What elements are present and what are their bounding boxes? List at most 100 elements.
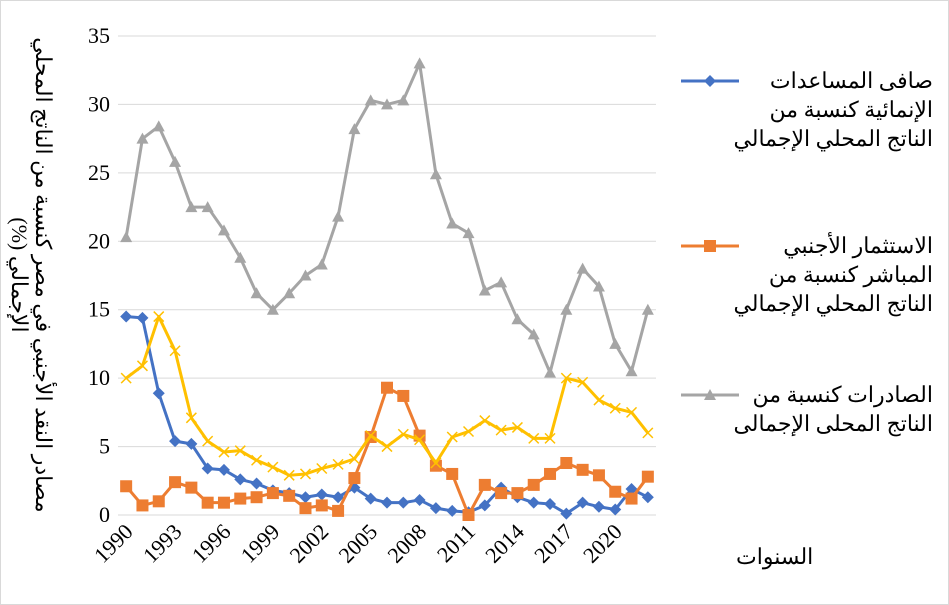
marker [332,210,345,222]
marker [626,406,638,418]
marker [397,496,410,509]
marker [704,389,716,400]
marker [152,495,165,508]
marker [153,311,165,323]
marker [299,491,312,504]
x-tick-label: 2008 [382,519,431,568]
x-tick-label: 2002 [285,519,334,568]
marker [185,437,198,450]
marker [315,488,328,501]
marker [201,496,214,509]
marker [283,469,295,481]
marker [625,365,638,377]
marker [576,496,589,509]
marker [592,469,605,482]
marker [609,503,622,516]
marker [217,224,230,236]
x-tick-label: 1993 [138,519,187,568]
marker [544,498,557,511]
marker [169,155,182,167]
marker [577,376,589,388]
marker [560,456,573,469]
marker [120,231,133,243]
marker [593,394,605,406]
series-line [125,386,650,517]
marker [446,431,458,443]
marker [251,454,263,466]
marker [609,485,622,498]
marker [234,251,247,263]
marker [397,428,409,440]
marker [527,478,540,491]
x-tick-label: 2020 [578,519,627,568]
marker [462,227,475,239]
marker [316,462,328,474]
x-axis-label: السنوات [736,544,813,570]
marker [446,467,459,480]
marker [202,435,214,447]
marker [609,337,622,349]
marker [462,425,475,438]
y-tick-label: 25 [88,160,110,185]
marker [592,500,605,513]
marker [430,457,442,469]
marker [315,258,328,270]
x-tick-label: 2005 [333,519,382,568]
marker [169,476,182,489]
marker [381,441,393,453]
marker [625,492,638,505]
y-axis-label: مصادر النقد الأجنبي في مصر كنسبة من النا… [7,37,56,513]
marker [315,499,328,512]
legend-label: صافى المساعدات الإنمائية كنسبة من الناتج… [733,68,933,151]
marker [381,496,393,509]
marker [576,463,589,476]
marker [218,446,230,458]
marker [495,276,508,288]
marker [544,366,557,378]
marker [479,415,491,427]
marker [511,487,524,500]
marker [332,504,345,517]
series-line [125,315,650,477]
marker [478,478,491,491]
marker [169,345,181,357]
y-tick-label: 15 [88,297,110,322]
marker [201,462,214,475]
marker [234,473,247,486]
x-tick-label: 1990 [89,519,138,568]
marker [528,432,540,444]
marker [136,360,148,372]
y-tick-label: 0 [99,502,110,527]
marker [234,445,246,457]
x-tick-label: 2017 [529,519,578,568]
marker [299,468,312,480]
marker [544,432,556,444]
marker [217,496,230,509]
marker [478,284,491,296]
marker [348,453,360,465]
marker [495,424,507,436]
marker [299,269,312,281]
marker [511,421,523,433]
marker [364,94,377,106]
marker [381,381,393,394]
marker [201,201,214,213]
marker [169,435,182,448]
marker [283,489,296,502]
y-tick-label: 10 [88,365,110,390]
marker [527,496,540,509]
marker [609,402,621,414]
marker [560,372,572,384]
marker [332,458,344,470]
marker [641,303,654,315]
marker [136,311,149,324]
y-tick-label: 30 [88,91,110,116]
legend-label: الصادرات كنسبة من الناتج المحلى الإجمالى [733,382,933,436]
marker [462,509,475,521]
marker [478,499,491,512]
marker [217,463,230,476]
marker [641,470,654,483]
marker [185,412,197,424]
marker [332,491,345,504]
marker [576,262,589,274]
